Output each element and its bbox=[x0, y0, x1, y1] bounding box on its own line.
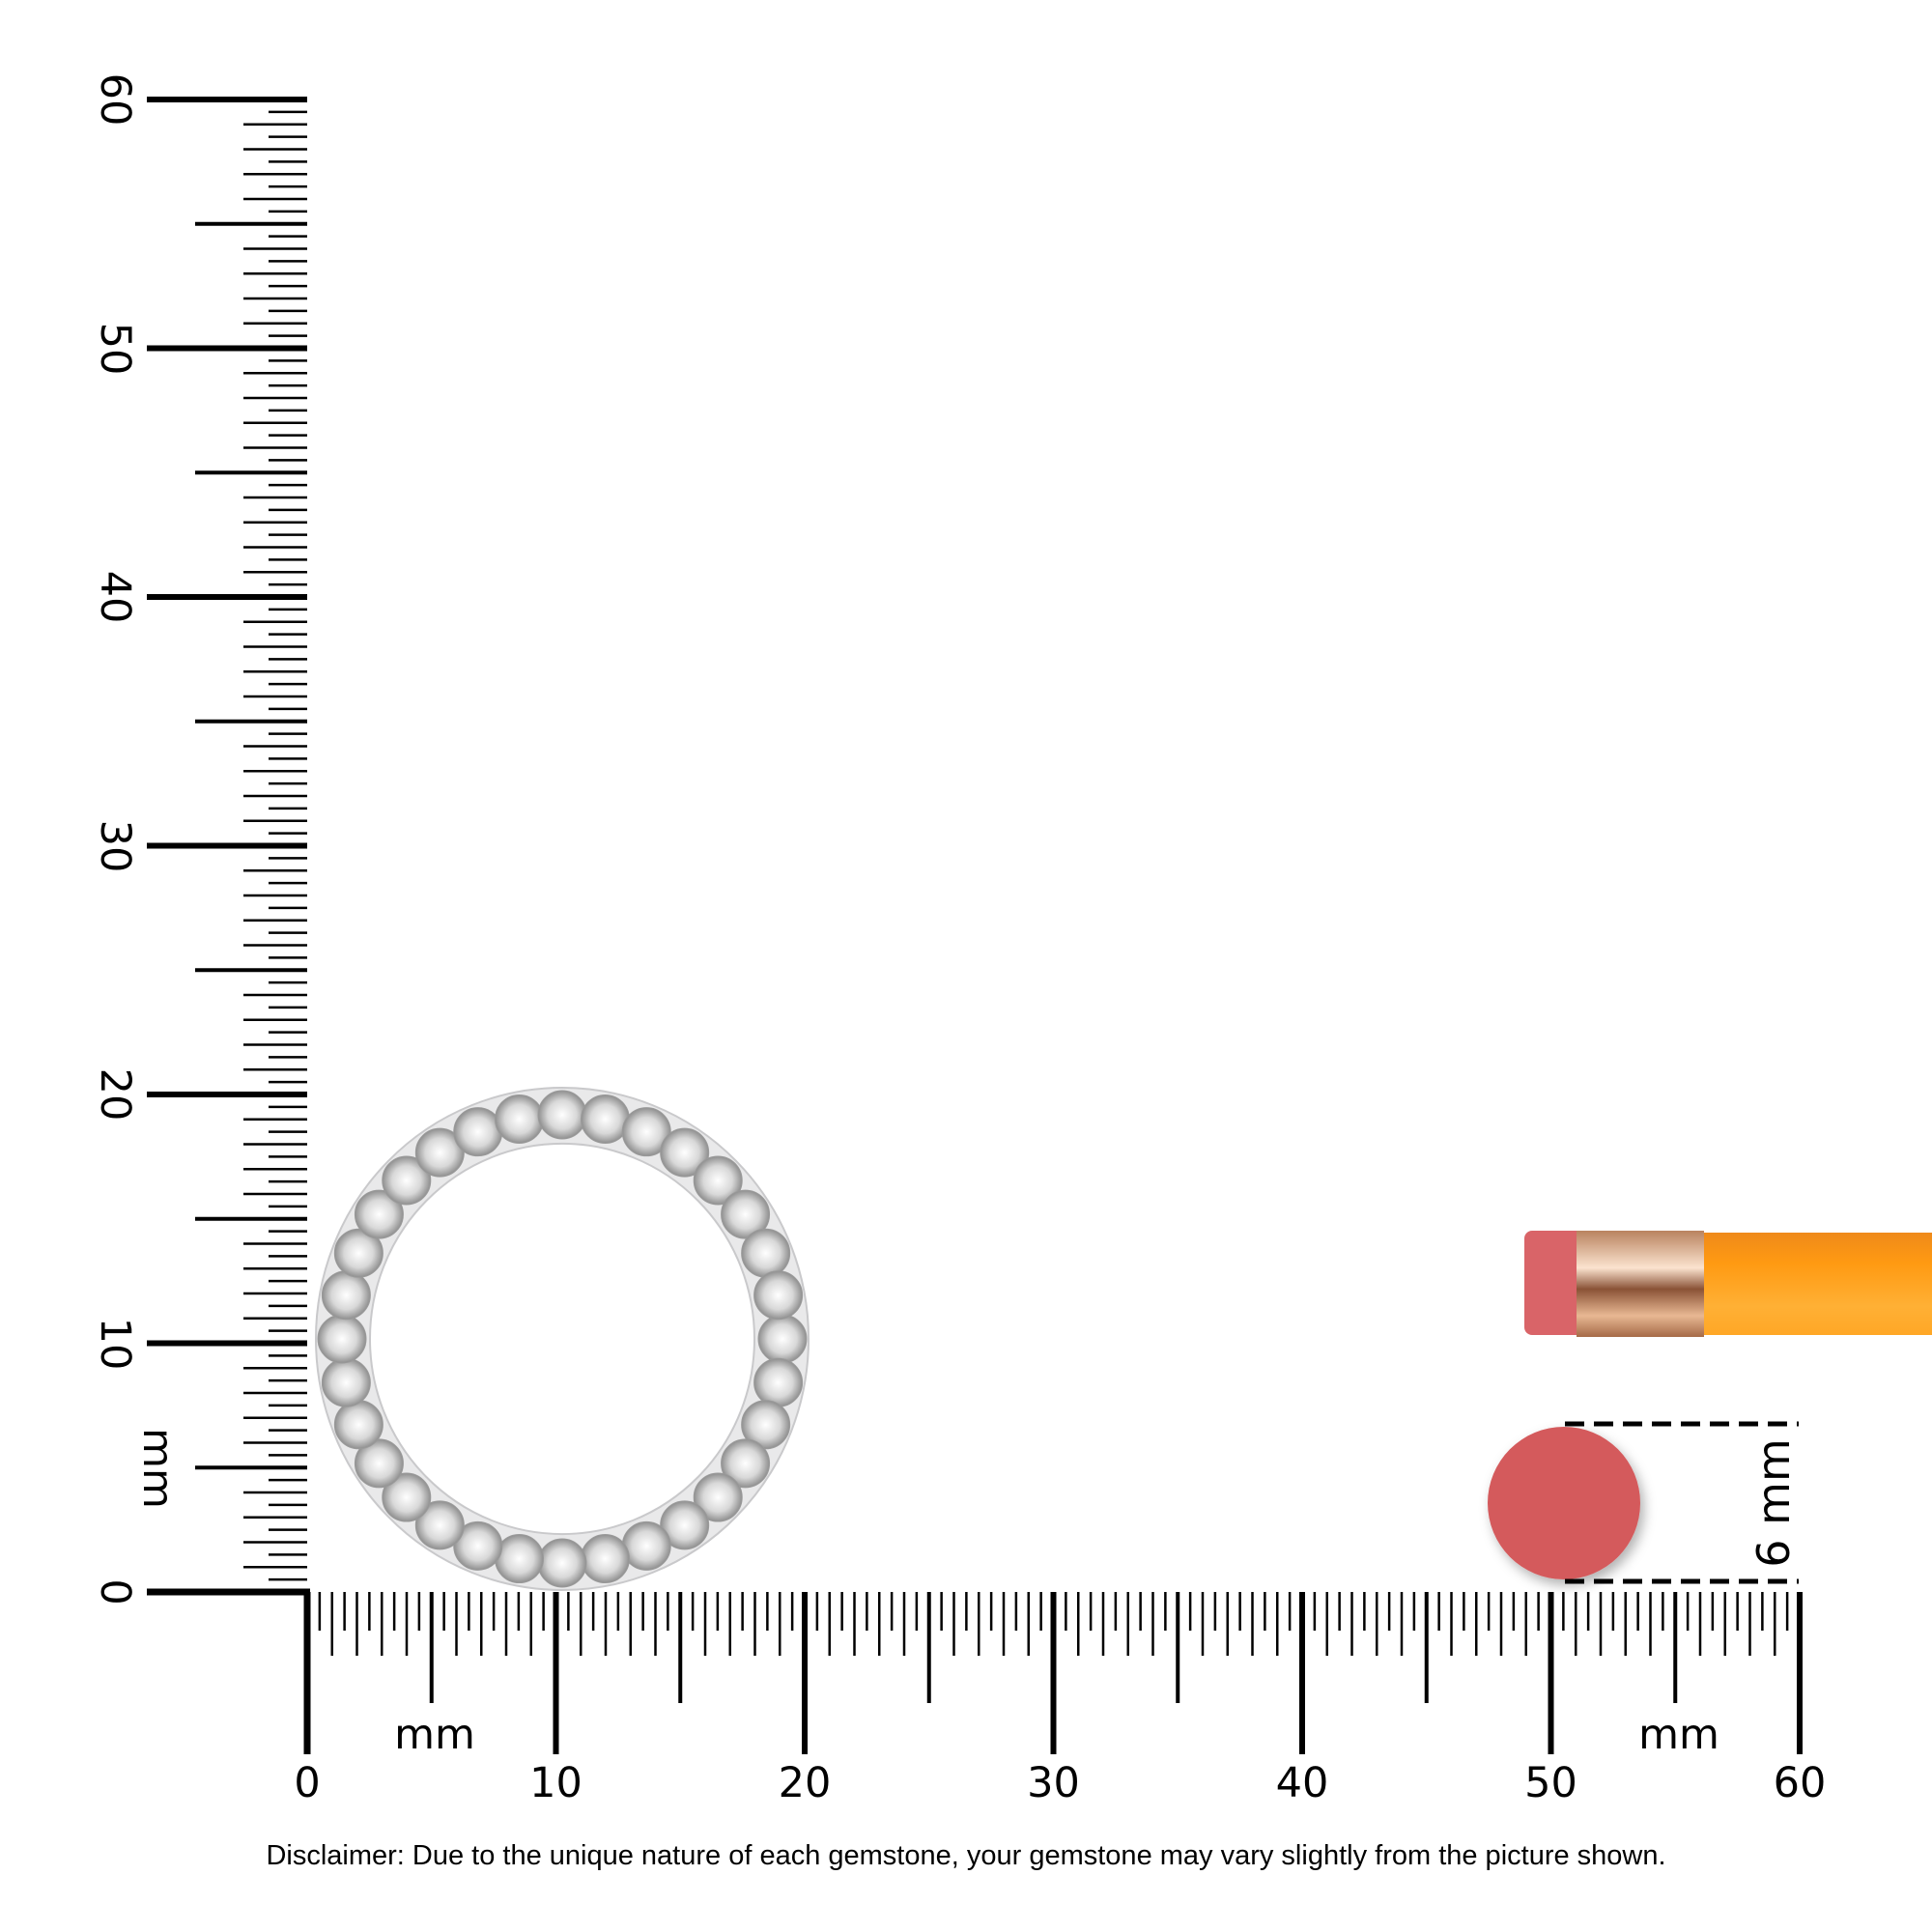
x-ruler-label: 30 bbox=[1027, 1759, 1080, 1807]
ring-stone bbox=[354, 1189, 404, 1239]
ring-stone bbox=[333, 1400, 384, 1450]
reference-size-label: 6 mm bbox=[1747, 1438, 1800, 1568]
eraser-reference-dot bbox=[1488, 1427, 1640, 1579]
ring-stone bbox=[495, 1094, 545, 1144]
ring-stone bbox=[453, 1107, 503, 1157]
dimension-lines bbox=[1565, 1421, 1799, 1584]
ring-stone bbox=[660, 1127, 710, 1178]
x-ruler-label: 60 bbox=[1773, 1759, 1827, 1807]
y-ruler-label: 60 bbox=[91, 72, 139, 127]
y-ruler-label: 30 bbox=[91, 819, 139, 872]
x-ruler-label: 50 bbox=[1524, 1759, 1577, 1807]
y-ruler-label: 50 bbox=[91, 322, 139, 375]
ring-stone bbox=[495, 1534, 545, 1584]
ring-stone bbox=[693, 1472, 743, 1522]
ring-stone bbox=[354, 1438, 404, 1489]
ring-stone bbox=[621, 1520, 671, 1571]
ring-stone bbox=[321, 1357, 371, 1407]
ring-stone bbox=[721, 1189, 771, 1239]
x-ruler-label: 20 bbox=[778, 1759, 832, 1807]
ring-stone bbox=[414, 1127, 465, 1178]
ring-stone bbox=[741, 1228, 791, 1278]
ring-stone bbox=[382, 1472, 432, 1522]
ring-stone bbox=[321, 1270, 371, 1321]
y-ruler-label: 0 bbox=[91, 1578, 139, 1605]
ring-pendant bbox=[314, 1087, 810, 1591]
disclaimer: Disclaimer: Due to the unique nature of … bbox=[266, 1840, 1666, 1871]
ring-stone bbox=[721, 1438, 771, 1489]
ring-stone bbox=[753, 1357, 804, 1407]
ruler-ticks bbox=[147, 97, 1803, 1754]
ring-stone bbox=[741, 1400, 791, 1450]
y-axis-unit: mm bbox=[133, 1428, 182, 1509]
ring-stone bbox=[753, 1270, 804, 1321]
pencil bbox=[1524, 1231, 1932, 1337]
ring-stone bbox=[693, 1155, 743, 1206]
ring-stone bbox=[453, 1520, 503, 1571]
y-ruler-label: 20 bbox=[91, 1067, 139, 1122]
ring-stone bbox=[621, 1107, 671, 1157]
y-ruler-label: 10 bbox=[91, 1317, 139, 1370]
pencil-ferrule bbox=[1577, 1231, 1704, 1337]
ring-band bbox=[314, 1087, 810, 1591]
ring-stone bbox=[580, 1534, 630, 1584]
ring-stone bbox=[317, 1314, 367, 1364]
x-ruler-label: 40 bbox=[1275, 1759, 1329, 1807]
ring-stone bbox=[580, 1094, 630, 1144]
y-ruler-label: 40 bbox=[91, 570, 139, 624]
ring-stone bbox=[537, 1090, 587, 1140]
x-ruler-label: 10 bbox=[529, 1759, 582, 1807]
x-axis-unit-right: mm bbox=[1638, 1711, 1719, 1759]
x-ruler-label: 0 bbox=[294, 1759, 321, 1807]
ring-stone bbox=[333, 1228, 384, 1278]
ring-stone bbox=[757, 1314, 808, 1364]
pencil-eraser bbox=[1524, 1231, 1584, 1335]
ring-stone bbox=[537, 1538, 587, 1588]
x-axis-unit-left: mm bbox=[394, 1711, 475, 1759]
pencil-body bbox=[1704, 1233, 1932, 1335]
ring-stone bbox=[414, 1500, 465, 1550]
ring-stone bbox=[382, 1155, 432, 1206]
ring-stone bbox=[660, 1500, 710, 1550]
